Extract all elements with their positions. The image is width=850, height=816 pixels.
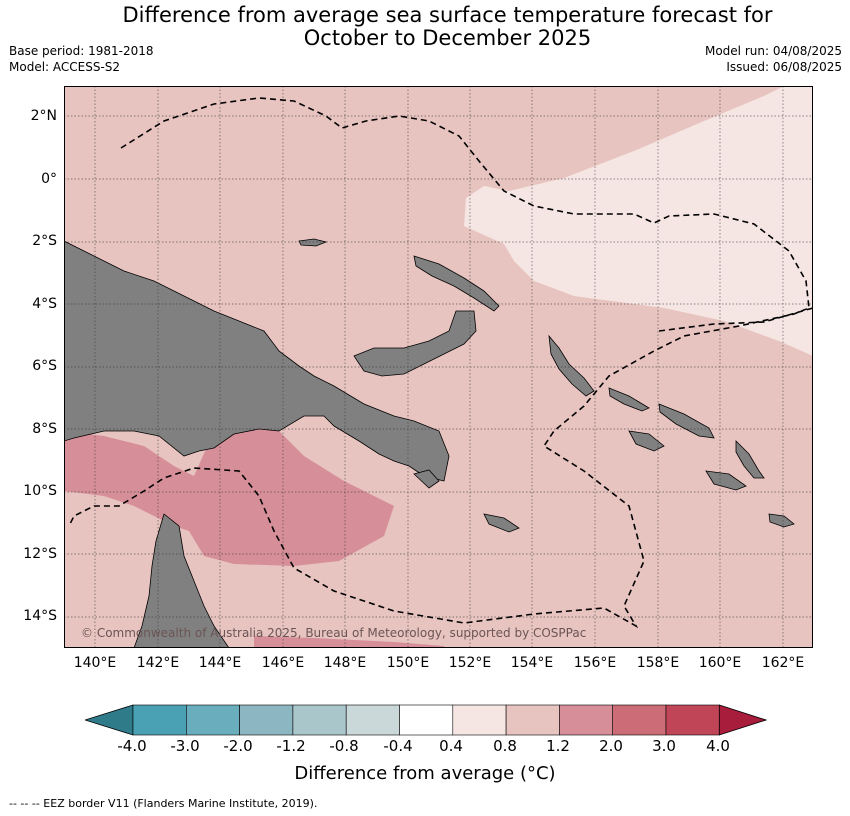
colorbar-label-2-0: 2.0: [599, 737, 623, 755]
land-new-ireland: [413, 255, 500, 312]
colorbar-label-0-8: 0.8: [493, 737, 517, 755]
colorbar-cell-2: [239, 704, 294, 736]
colorbar-cell-7: [505, 704, 560, 736]
meta-right: Model run: 04/08/2025 Issued: 06/08/2025: [705, 43, 842, 75]
land-new-guinea: [64, 240, 450, 482]
colorbar-label-neg0-8: -0.8: [329, 737, 359, 755]
colorbar-cell-6: [452, 704, 507, 736]
eez-border-png: [68, 97, 810, 629]
anomaly-east-pale: [464, 86, 813, 356]
lon-tick-148e: 148°E: [323, 655, 367, 671]
colorbar-cell-0: [132, 704, 187, 736]
lon-tick-156e: 156°E: [573, 655, 617, 671]
map-title: Difference from average sea surface temp…: [0, 4, 850, 50]
colorbar-arrow-high: [718, 704, 767, 736]
graticule: [64, 86, 813, 648]
lon-tick-158e: 158°E: [636, 655, 680, 671]
lon-tick-146e: 146°E: [261, 655, 305, 671]
base-period-text: Base period: 1981-2018: [9, 44, 154, 58]
lon-tick-162e: 162°E: [761, 655, 805, 671]
colorbar-cell-4: [345, 704, 400, 736]
meta-left: Base period: 1981-2018 Model: ACCESS-S2: [9, 43, 154, 75]
land-louisiade: [483, 513, 520, 533]
title-line-2: October to December 2025: [303, 26, 592, 50]
colorbar-label-3-0: 3.0: [652, 737, 676, 755]
issued-text: Issued: 06/08/2025: [726, 60, 842, 74]
colorbar-title: Difference from average (°C): [294, 763, 556, 784]
land-new-britain: [353, 310, 477, 377]
land-guadalcanal: [628, 430, 665, 452]
lon-tick-144e: 144°E: [198, 655, 242, 671]
model-text: Model: ACCESS-S2: [9, 60, 121, 74]
colorbar-label-neg1-2: -1.2: [276, 737, 306, 755]
colorbar-label-1-2: 1.2: [546, 737, 570, 755]
lat-tick-8s: 8°S: [32, 421, 57, 437]
lon-tick-142e: 142°E: [136, 655, 180, 671]
model-run-text: Model run: 04/08/2025: [704, 44, 842, 58]
colorbar-cell-3: [292, 704, 347, 736]
colorbar-label-4-0: 4.0: [706, 737, 730, 755]
colorbar-cells: [85, 704, 767, 736]
land-rennell: [768, 513, 795, 528]
colorbar-label-neg3: -3.0: [170, 737, 200, 755]
eez-border-solomon: [658, 307, 813, 332]
map-panel: © Commonwealth of Australia 2025, Bureau…: [64, 86, 813, 648]
colorbar: [85, 704, 767, 736]
lon-tick-140e: 140°E: [73, 655, 117, 671]
land-malaita: [735, 440, 765, 479]
colorbar-cell-9: [612, 704, 667, 736]
colorbar-cell-8: [559, 704, 613, 736]
land-manus: [298, 238, 328, 247]
lat-tick-2s: 2°S: [32, 233, 57, 249]
anomaly-south-warm: [254, 636, 444, 648]
land-bougainville: [548, 334, 595, 397]
colorbar-label-neg0-4: -0.4: [383, 737, 413, 755]
colorbar-label-neg4: -4.0: [117, 737, 147, 755]
colorbar-label-neg2: -2.0: [223, 737, 253, 755]
lat-tick-10s: 10°S: [23, 483, 57, 499]
lat-tick-4s: 4°S: [32, 296, 57, 312]
lon-tick-160e: 160°E: [698, 655, 742, 671]
lat-tick-6s: 6°S: [32, 358, 57, 374]
land-choiseul: [608, 387, 650, 412]
colorbar-cell-5: [399, 704, 454, 736]
copyright-text: © Commonwealth of Australia 2025, Bureau…: [81, 626, 586, 640]
lon-tick-154e: 154°E: [510, 655, 554, 671]
map-frame: [64, 86, 813, 648]
land-makira: [705, 470, 747, 491]
lat-tick-12s: 12°S: [23, 546, 57, 562]
lon-tick-152e: 152°E: [448, 655, 492, 671]
land-santa-isabel: [658, 403, 715, 439]
colorbar-arrow-low: [85, 704, 134, 736]
colorbar-label-0-4: 0.4: [439, 737, 463, 755]
land-dentrecasteaux: [413, 469, 440, 489]
colorbar-cell-10: [665, 704, 720, 736]
lat-tick-14s: 14°S: [23, 608, 57, 624]
lat-tick-2n: 2°N: [30, 108, 57, 124]
anomaly-gulf-warm: [64, 416, 394, 566]
lon-tick-150e: 150°E: [386, 655, 430, 671]
footnote-eez: -- -- -- EEZ border V11 (Flanders Marine…: [9, 797, 318, 810]
lat-tick-0: 0°: [41, 171, 57, 187]
title-line-1: Difference from average sea surface temp…: [122, 3, 773, 27]
colorbar-cell-1: [186, 704, 240, 736]
